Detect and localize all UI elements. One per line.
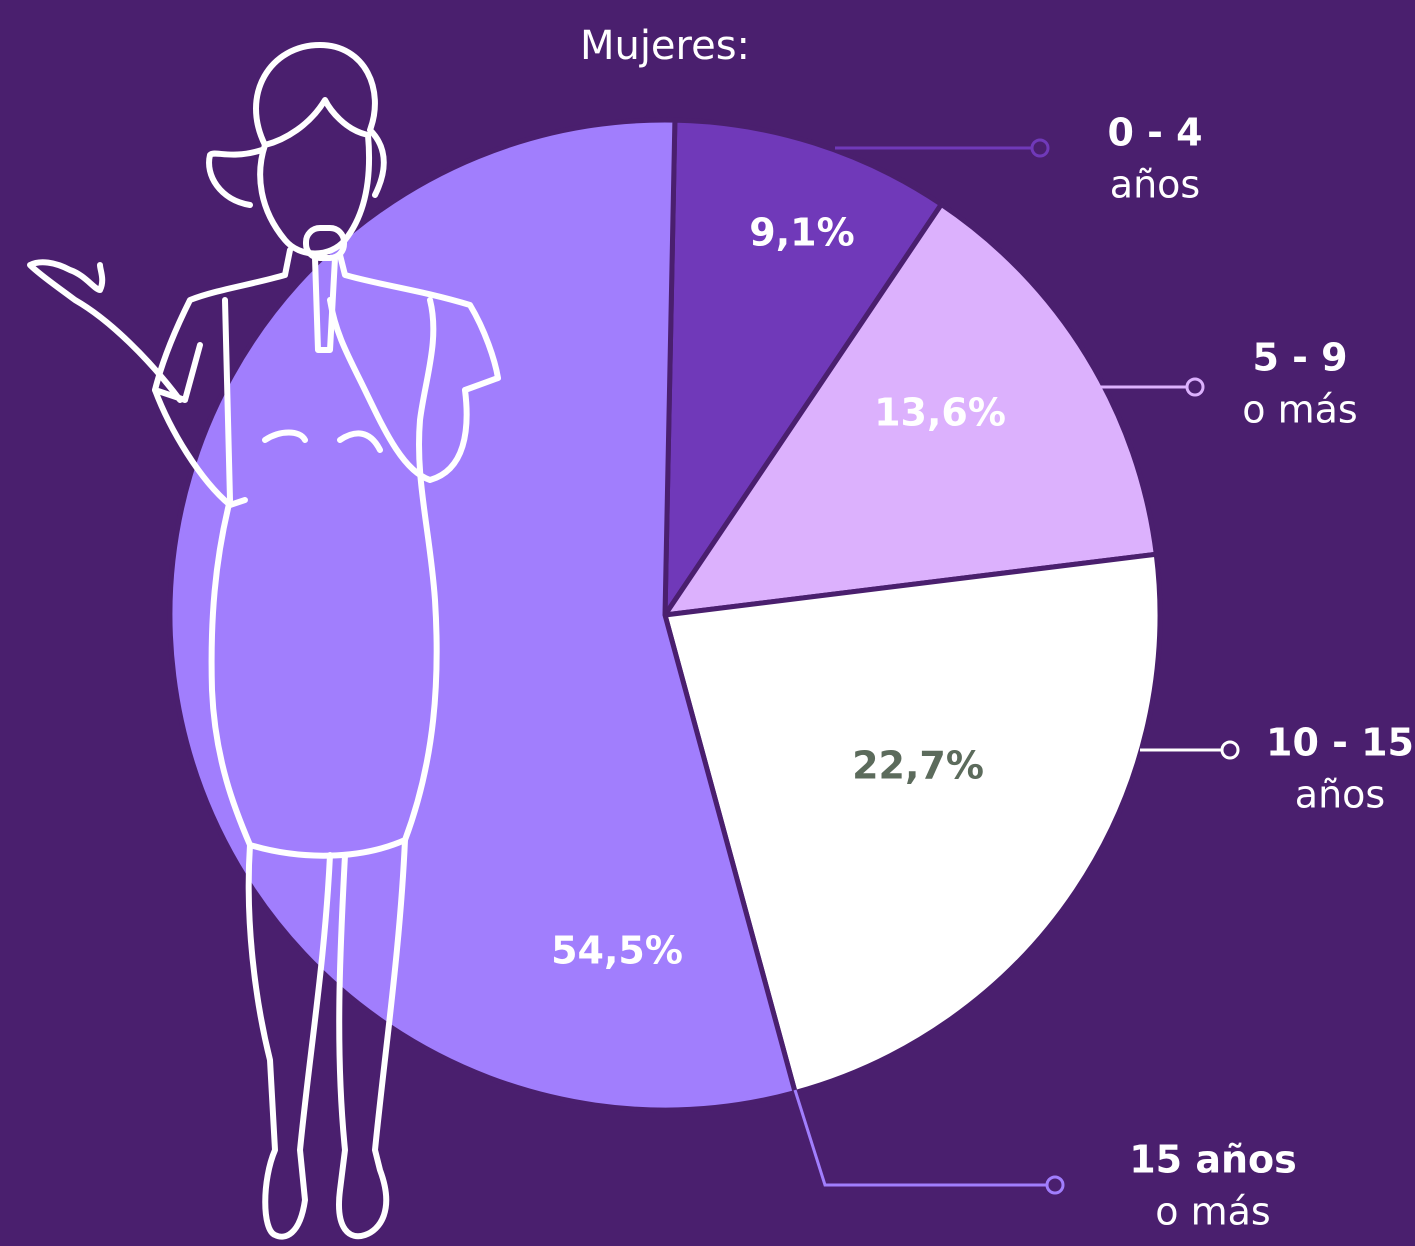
legend-sublabel: o más (1242, 388, 1357, 432)
value-label: 54,5% (551, 929, 683, 973)
left-leg (245, 842, 333, 1240)
leader-dot (1045, 1175, 1065, 1195)
raised-arm (27, 259, 183, 403)
face (257, 97, 373, 257)
arm (152, 387, 248, 508)
leader-line (793, 1089, 1055, 1187)
right-leg (336, 837, 408, 1240)
legend-label: 0 - 4 (1107, 111, 1202, 155)
right-shoulder (337, 252, 501, 393)
legend-label: 10 - 15 (1266, 721, 1414, 765)
leader-dot (1220, 740, 1240, 760)
legend-sublabel: años (1295, 773, 1385, 817)
value-label: 9,1% (749, 211, 854, 255)
legend-sublabel: años (1110, 163, 1200, 207)
legend-label: 15 años (1129, 1138, 1297, 1182)
value-label: 13,6% (874, 391, 1006, 435)
pie-slice (167, 117, 799, 1113)
chart-title: Mujeres: (580, 23, 750, 69)
mic-arm (327, 297, 470, 483)
woman-illustration (27, 42, 501, 1240)
leader-dot (1030, 138, 1050, 158)
hair (253, 42, 387, 198)
legend-sublabel: o más (1155, 1190, 1270, 1234)
microphone-head (303, 225, 347, 261)
legend-label: 5 - 9 (1252, 336, 1347, 380)
left-shoulder (152, 247, 293, 403)
hair-side (206, 147, 265, 208)
value-label: 22,7% (852, 744, 984, 788)
microphone (312, 255, 338, 353)
pie-slice (659, 200, 1160, 619)
pie-slice (661, 551, 1163, 1096)
leader-dot (1185, 377, 1205, 397)
pie-slice (662, 117, 945, 624)
pie (167, 117, 1163, 1113)
dress-detail (262, 429, 383, 453)
